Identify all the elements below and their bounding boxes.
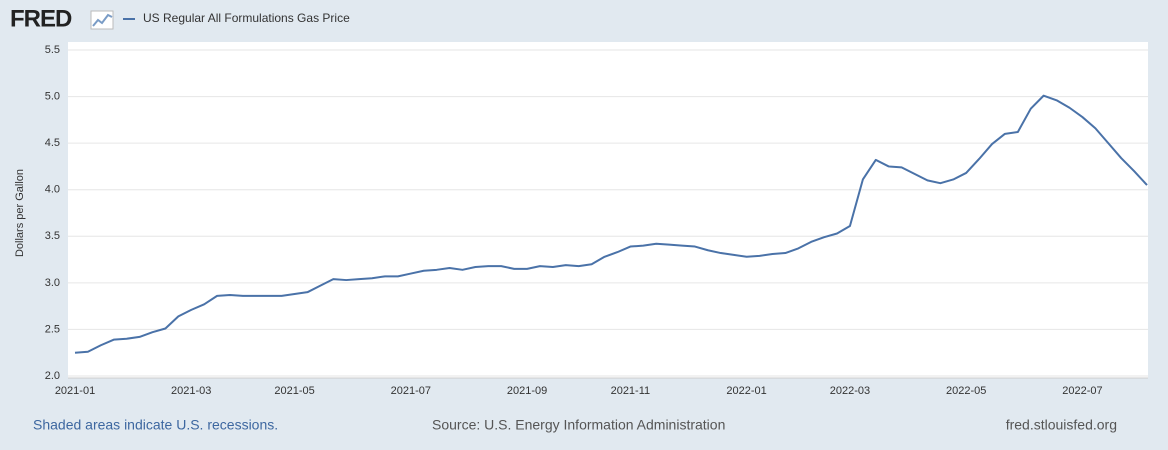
x-tick-label: 2021-07: [391, 385, 431, 397]
series-line: [74, 94, 1148, 354]
x-tick-label: 2022-01: [726, 385, 766, 397]
plot-area: [68, 42, 1148, 378]
y-tick-label: 4.5: [45, 137, 60, 149]
x-tick-label: 2021-09: [507, 385, 547, 397]
x-tick-label: 2021-03: [171, 385, 211, 397]
x-tick-label: 2021-05: [274, 385, 314, 397]
source: Source: U.S. Energy Information Administ…: [432, 417, 725, 433]
logo[interactable]: FRED: [10, 5, 73, 32]
y-tick-label: 4.0: [45, 184, 60, 196]
y-tick-label: 5.5: [45, 44, 60, 56]
logo-icon: [90, 10, 114, 30]
y-tick-label: 5.0: [45, 90, 60, 102]
site[interactable]: fred.stlouisfed.org: [1006, 417, 1117, 433]
x-tick-label: 2022-07: [1062, 385, 1102, 397]
x-tick-label: 2021-11: [611, 385, 651, 397]
y-axis-label: Dollars per Gallon: [14, 169, 26, 257]
y-tick-label: 3.5: [45, 230, 60, 242]
y-tick-label: 3.0: [45, 277, 60, 289]
y-tick-label: 2.5: [45, 323, 60, 335]
x-tick-label: 2021-01: [55, 385, 95, 397]
x-tick-label: 2022-03: [830, 385, 870, 397]
legend-label[interactable]: US Regular All Formulations Gas Price: [143, 11, 350, 25]
y-tick-label: 2.0: [45, 370, 60, 382]
x-tick-label: 2022-05: [946, 385, 986, 397]
recession-note[interactable]: Shaded areas indicate U.S. recessions.: [33, 417, 278, 433]
